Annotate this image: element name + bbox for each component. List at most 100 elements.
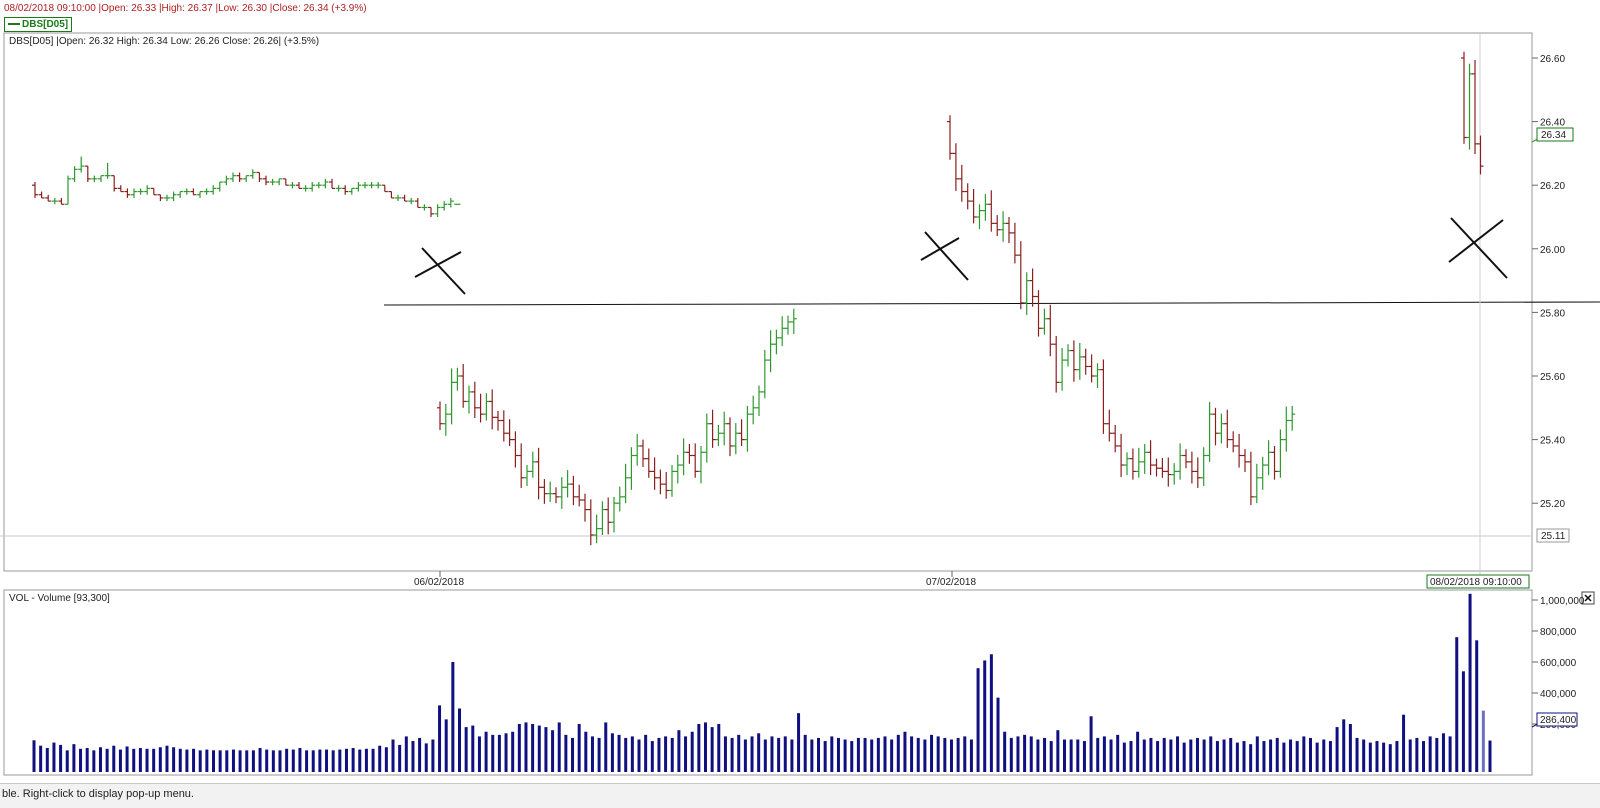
- volume-bar: [790, 739, 794, 772]
- volume-bar: [1029, 736, 1033, 772]
- volume-bar: [537, 725, 541, 772]
- volume-bar: [305, 750, 309, 772]
- x-axis-label: 06/02/2018: [414, 577, 464, 588]
- volume-bar: [797, 713, 801, 772]
- volume-bar: [1222, 739, 1226, 772]
- volume-bar: [770, 736, 774, 772]
- volume-bar: [1335, 727, 1339, 772]
- volume-bar: [1149, 737, 1153, 772]
- volume-bar: [803, 734, 807, 772]
- cursor-time-tag: [1426, 574, 1530, 589]
- volume-bar: [1009, 737, 1013, 772]
- volume-panel-title: VOL - Volume [93,300]: [9, 593, 110, 604]
- volume-bar: [491, 734, 495, 772]
- volume-bar: [212, 750, 216, 772]
- cursor-time-label: 08/02/2018 09:10:00: [1430, 577, 1522, 588]
- volume-bar: [1448, 736, 1452, 772]
- stock-chart[interactable]: DBS[D05] |Open: 26.32 High: 26.34 Low: 2…: [0, 0, 1600, 783]
- volume-bar: [1096, 737, 1100, 772]
- trendline[interactable]: [383, 301, 1600, 306]
- volume-bar: [1056, 730, 1060, 772]
- volume-bar: [670, 737, 674, 772]
- volume-bar: [524, 722, 528, 772]
- volume-bar: [484, 731, 488, 772]
- ohlc-bars: [32, 51, 1484, 546]
- volume-bar: [610, 733, 614, 772]
- volume-bar: [1242, 741, 1246, 772]
- volume-bar: [271, 750, 275, 772]
- volume-bar: [438, 705, 442, 772]
- volume-bar: [457, 708, 461, 772]
- y-tick-label: 26.40: [1540, 118, 1565, 129]
- volume-bar: [358, 749, 362, 772]
- volume-bar: [1375, 741, 1379, 772]
- volume-bar: [1189, 739, 1193, 772]
- volume-bar: [1395, 741, 1399, 772]
- close-panel-icon[interactable]: [1581, 591, 1595, 605]
- volume-bar: [843, 739, 847, 772]
- y-tick-label: 26.60: [1540, 54, 1565, 65]
- reference-price-tag: [1536, 528, 1570, 543]
- volume-bar: [1362, 739, 1366, 772]
- volume-bar: [963, 736, 967, 772]
- y-tick-label: 25.60: [1540, 372, 1565, 383]
- volume-bar: [298, 748, 302, 772]
- annotation-x-mark: [920, 231, 969, 281]
- volume-bar: [1102, 736, 1106, 772]
- volume-bar: [1076, 739, 1080, 772]
- volume-bar: [39, 745, 43, 772]
- volume-bar: [344, 748, 348, 772]
- volume-bar: [976, 668, 980, 772]
- volume-bar: [644, 734, 648, 772]
- volume-bar: [597, 737, 601, 772]
- volume-bar: [285, 748, 289, 772]
- volume-bar: [1195, 737, 1199, 772]
- volume-bar: [1481, 710, 1485, 772]
- last-price-label: 26.34: [1541, 130, 1566, 141]
- volume-bar: [817, 737, 821, 772]
- symbol-legend-tag[interactable]: DBS[D05]: [4, 17, 73, 32]
- volume-bar: [1308, 737, 1312, 772]
- y-tick-label: 26.20: [1540, 181, 1565, 192]
- last-price-tag: [1536, 127, 1574, 142]
- volume-bar: [757, 733, 761, 772]
- volume-bar: [1368, 742, 1372, 772]
- volume-bar: [1182, 742, 1186, 772]
- volume-bar: [398, 744, 402, 772]
- volume-bar: [969, 739, 973, 772]
- volume-bar: [1016, 736, 1020, 772]
- volume-bar: [1328, 741, 1332, 772]
- annotation-x-mark: [414, 247, 466, 295]
- volume-bar: [351, 748, 355, 772]
- volume-bar: [238, 750, 242, 772]
- volume-bar: [178, 748, 182, 772]
- last-volume-tag: [1536, 712, 1578, 727]
- volume-bar: [172, 747, 176, 772]
- volume-bar: [571, 737, 575, 772]
- volume-bar: [1129, 741, 1133, 772]
- volume-bar: [364, 748, 368, 772]
- last-volume-label: 286,400: [1540, 715, 1577, 726]
- symbol-legend-label: DBS[D05]: [22, 19, 69, 30]
- volume-bar: [1169, 739, 1173, 772]
- volume-bar: [624, 737, 628, 772]
- volume-bar: [637, 739, 641, 772]
- volume-bar: [1136, 731, 1140, 772]
- volume-bar: [265, 749, 269, 772]
- volume-bar: [1036, 739, 1040, 772]
- volume-bar: [1269, 739, 1273, 772]
- volume-bar: [132, 748, 136, 772]
- volume-bar: [1342, 719, 1346, 772]
- volume-bar: [903, 731, 907, 772]
- volume-bar: [72, 744, 76, 772]
- volume-bar: [1235, 742, 1239, 772]
- volume-bar: [192, 748, 196, 772]
- volume-bar: [1435, 737, 1439, 772]
- volume-bar: [1069, 739, 1073, 772]
- volume-bar: [896, 734, 900, 772]
- volume-bar: [125, 746, 129, 772]
- volume-bar: [464, 727, 468, 772]
- volume-bar: [59, 744, 63, 772]
- volume-bar: [1402, 714, 1406, 772]
